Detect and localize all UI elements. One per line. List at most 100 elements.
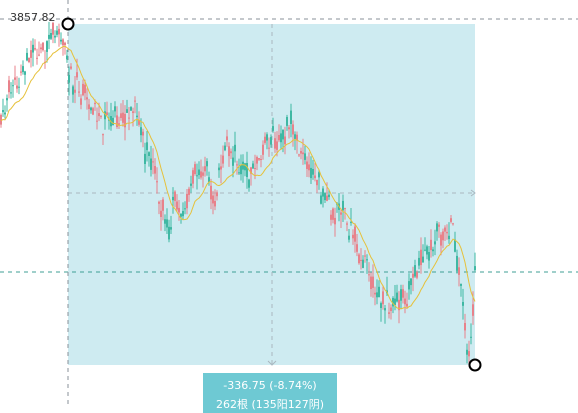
candle-body [144, 153, 146, 164]
candle-body [418, 257, 420, 266]
candle-body [234, 144, 236, 152]
candle-body [78, 91, 80, 93]
candle-body [68, 74, 70, 83]
candle-body [72, 86, 74, 95]
candle-body [404, 298, 406, 305]
candle-body [54, 35, 56, 38]
candle-body [88, 104, 90, 109]
candle-body [410, 278, 412, 286]
candle-body [92, 108, 94, 115]
candle-body [462, 302, 464, 306]
candle-body [420, 249, 422, 266]
candle-body [42, 42, 44, 51]
candle-body [258, 158, 260, 160]
candle-body [456, 255, 458, 271]
candle-body [406, 303, 408, 307]
candle-body [36, 57, 38, 59]
candle-body [460, 283, 462, 286]
candle-body [140, 127, 142, 136]
candle-body [40, 47, 42, 50]
candle-body [260, 159, 262, 160]
candle-body [8, 80, 10, 93]
candle-body [186, 193, 188, 209]
candle-body [262, 144, 264, 155]
candle-body [400, 289, 402, 301]
candles-group [0, 21, 476, 365]
candle-body [366, 259, 368, 261]
candle-body [300, 151, 302, 154]
candle-body [118, 123, 120, 125]
candle-body [278, 135, 280, 141]
candle-body [394, 298, 396, 306]
candle-body [274, 138, 276, 149]
candle-body [232, 157, 234, 166]
candle-body [296, 134, 298, 141]
candle-body [282, 129, 284, 140]
measure-bars-label: 262根 (135阳127阴) [215, 398, 325, 411]
candle-body [288, 127, 290, 130]
candle-body [438, 224, 440, 227]
candle-body [346, 223, 348, 225]
candle-body [218, 167, 220, 171]
candle-body [330, 214, 332, 220]
candle-body [440, 234, 442, 246]
candle-body [150, 158, 152, 170]
candle-body [94, 103, 96, 105]
candle-body [164, 219, 166, 224]
candle-body [196, 175, 198, 177]
candle-body [248, 179, 250, 188]
candle-body [472, 304, 474, 316]
candle-body [192, 170, 194, 184]
candle-body [280, 133, 282, 143]
candle-body [86, 97, 88, 100]
candle-body [180, 213, 182, 217]
candle-body [356, 244, 358, 252]
candle-body [108, 119, 110, 121]
candle-body [128, 117, 130, 119]
candle-body [426, 246, 428, 255]
candle-body [360, 259, 362, 261]
candle-body [26, 52, 28, 61]
measure-info-box: -336.75 (-8.74%) 262根 (135阳127阴) [203, 373, 337, 413]
candle-body [96, 120, 98, 122]
candle-body [446, 231, 448, 234]
measure-end-handle[interactable] [468, 358, 482, 372]
candle-body [190, 183, 192, 186]
candle-body [10, 92, 12, 94]
candle-body [220, 166, 222, 170]
candle-body [302, 152, 304, 155]
candle-body [70, 66, 72, 69]
candle-body [48, 34, 50, 39]
candle-body [238, 172, 240, 174]
candle-body [76, 72, 78, 78]
candle-body [318, 172, 320, 178]
candle-body [228, 146, 230, 157]
candle-body [184, 208, 186, 210]
candle-body [114, 106, 116, 112]
candle-body [182, 211, 184, 217]
candle-body [268, 147, 270, 149]
candle-body [84, 84, 86, 94]
candle-body [458, 267, 460, 275]
candle-body [174, 191, 176, 201]
candle-body [254, 168, 256, 169]
candle-body [470, 336, 472, 338]
candle-body [104, 111, 106, 120]
candle-body [298, 154, 300, 156]
candle-body [416, 272, 418, 278]
candle-body [6, 98, 8, 101]
candle-body [368, 274, 370, 276]
candle-body [392, 297, 394, 307]
candle-body [124, 113, 126, 128]
candle-body [178, 207, 180, 213]
candle-body [344, 208, 346, 210]
candle-body [34, 48, 36, 50]
measure-start-handle[interactable] [61, 17, 75, 31]
candle-body [382, 291, 384, 305]
candle-body [384, 308, 386, 311]
candle-body [230, 151, 232, 154]
moving-average-line [0, 45, 476, 310]
candle-body [284, 136, 286, 145]
candle-body [430, 239, 432, 251]
